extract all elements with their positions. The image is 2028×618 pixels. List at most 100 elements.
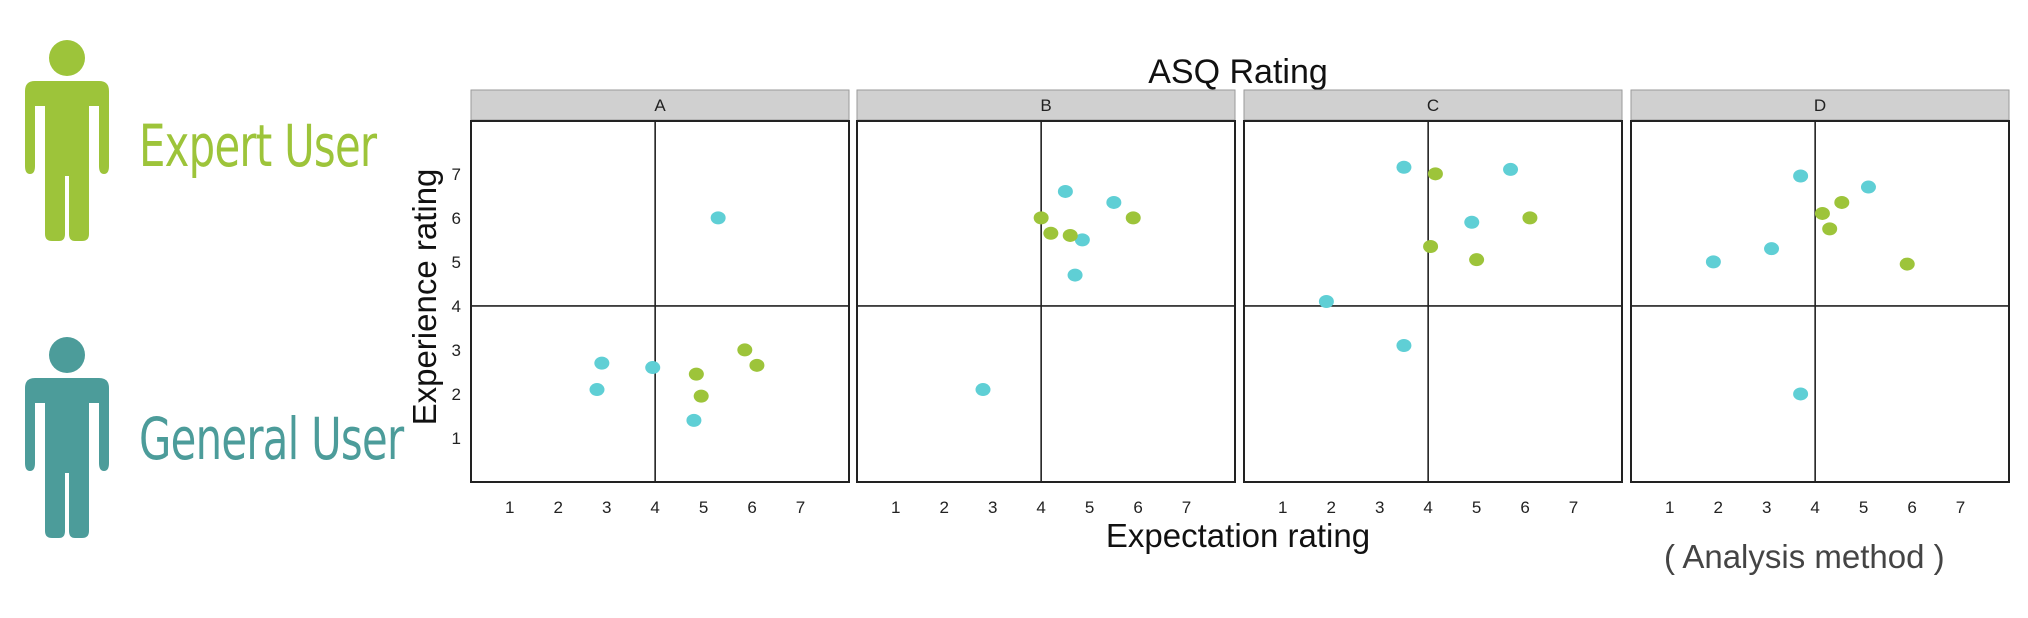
x-tick-label: 7 bbox=[1569, 498, 1578, 517]
x-tick-label: 1 bbox=[1665, 498, 1674, 517]
general-user-point bbox=[594, 356, 610, 370]
panel-strip bbox=[1630, 89, 2010, 121]
analysis-method-caption: ( Analysis method ) bbox=[1664, 538, 1945, 575]
x-tick-label: 5 bbox=[1859, 498, 1868, 517]
y-tick-label: 2 bbox=[452, 385, 461, 404]
expert-user-point bbox=[1043, 226, 1059, 240]
general-user-point bbox=[1396, 339, 1412, 353]
x-axis-label: Expectation rating bbox=[1106, 517, 1370, 554]
x-tick-label: 7 bbox=[1956, 498, 1965, 517]
expert-user-icon bbox=[25, 40, 109, 241]
x-tick-label: 3 bbox=[602, 498, 611, 517]
x-tick-label: 5 bbox=[1085, 498, 1094, 517]
expert-user-point bbox=[737, 343, 753, 357]
expert-user-point bbox=[1033, 211, 1049, 225]
expert-user-point bbox=[1062, 228, 1078, 242]
general-user-point bbox=[1074, 233, 1090, 247]
general-user-point bbox=[1705, 255, 1721, 269]
general-user-icon bbox=[25, 337, 109, 538]
expert-user-point bbox=[1469, 253, 1485, 267]
expert-user-point bbox=[1899, 257, 1915, 271]
general-user-point bbox=[1106, 195, 1122, 209]
x-tick-label: 4 bbox=[650, 498, 659, 517]
x-tick-label: 6 bbox=[1907, 498, 1916, 517]
general-user-point bbox=[1764, 242, 1780, 256]
x-tick-label: 4 bbox=[1810, 498, 1819, 517]
x-tick-label: 1 bbox=[505, 498, 514, 517]
x-tick-label: 5 bbox=[699, 498, 708, 517]
x-tick-label: 1 bbox=[1278, 498, 1287, 517]
general-user-point bbox=[975, 383, 991, 397]
expert-user-point bbox=[688, 367, 704, 381]
x-tick-label: 7 bbox=[796, 498, 805, 517]
panel-b: B 1 2 3 4 5 6 7 bbox=[856, 89, 1236, 517]
x-tick-label: 5 bbox=[1472, 498, 1481, 517]
expert-user-point bbox=[749, 358, 765, 372]
x-tick-label: 1 bbox=[891, 498, 900, 517]
panel-frame bbox=[1630, 120, 2010, 483]
general-user-point bbox=[1464, 215, 1480, 229]
panel-strip bbox=[1243, 89, 1623, 121]
expert-user-point bbox=[1834, 195, 1850, 209]
person-body bbox=[25, 378, 109, 538]
general-user-point bbox=[1318, 295, 1334, 308]
x-tick-label: 6 bbox=[1520, 498, 1529, 517]
x-tick-label: 3 bbox=[1762, 498, 1771, 517]
panel-strip-label: B bbox=[1040, 96, 1051, 115]
general-user-point bbox=[1067, 268, 1083, 282]
chart-title: ASQ Rating bbox=[1148, 53, 1328, 91]
person-head bbox=[49, 40, 85, 76]
y-tick-label: 7 bbox=[452, 165, 461, 184]
x-tick-label: 7 bbox=[1182, 498, 1191, 517]
y-tick-label: 5 bbox=[452, 253, 461, 272]
panel-frame bbox=[470, 120, 850, 483]
general-user-point bbox=[1793, 387, 1809, 401]
x-tick-label: 6 bbox=[1133, 498, 1142, 517]
x-tick-label: 6 bbox=[747, 498, 756, 517]
panel-strip bbox=[470, 89, 850, 121]
expert-user-point bbox=[1423, 239, 1439, 253]
x-tick-label: 2 bbox=[553, 498, 562, 517]
legend-label-general-user: General User bbox=[139, 405, 404, 473]
general-user-point bbox=[1057, 184, 1073, 198]
y-tick-label: 1 bbox=[452, 429, 461, 448]
expert-user-point bbox=[1522, 211, 1538, 225]
legend-icons bbox=[25, 40, 109, 538]
general-user-point bbox=[686, 413, 702, 427]
expert-user-point bbox=[693, 389, 709, 403]
panel-frame bbox=[1243, 120, 1623, 483]
general-user-point bbox=[645, 361, 661, 375]
panel-strip-label: C bbox=[1427, 96, 1439, 115]
y-axis-label: Experience rating bbox=[406, 169, 443, 426]
general-user-point bbox=[710, 211, 726, 225]
expert-user-point bbox=[1814, 206, 1830, 220]
x-tick-label: 2 bbox=[1713, 498, 1722, 517]
person-body bbox=[25, 81, 109, 241]
y-tick-label: 4 bbox=[452, 297, 461, 316]
person-head bbox=[49, 337, 85, 373]
y-tick-label: 3 bbox=[452, 341, 461, 360]
expert-user-point bbox=[1125, 211, 1141, 225]
legend-label-expert-user: Expert User bbox=[139, 112, 377, 180]
panel-strip-label: A bbox=[654, 96, 666, 115]
panel-c: C 1 2 3 4 5 6 7 bbox=[1243, 89, 1623, 517]
panel-strip-label: D bbox=[1814, 96, 1826, 115]
general-user-point bbox=[1503, 162, 1519, 176]
expert-user-point bbox=[1822, 222, 1838, 236]
y-tick-label: 6 bbox=[452, 209, 461, 228]
general-user-point bbox=[589, 383, 605, 397]
x-tick-label: 3 bbox=[1375, 498, 1384, 517]
panel-d: D 1 2 3 4 5 6 7 bbox=[1630, 89, 2010, 517]
general-user-point bbox=[1860, 180, 1876, 194]
x-tick-label: 2 bbox=[939, 498, 948, 517]
panel-strip bbox=[856, 89, 1236, 121]
x-tick-label: 2 bbox=[1326, 498, 1335, 517]
x-tick-label: 4 bbox=[1423, 498, 1432, 517]
panel-frame bbox=[856, 120, 1236, 483]
user-legend: Expert User General User bbox=[0, 0, 404, 618]
panel-a: A 1 2 3 4 5 6 7 1 2 3 4 5 6 7 bbox=[452, 89, 850, 517]
x-tick-label: 4 bbox=[1036, 498, 1045, 517]
expert-user-point bbox=[1427, 167, 1443, 181]
x-tick-label: 3 bbox=[988, 498, 997, 517]
